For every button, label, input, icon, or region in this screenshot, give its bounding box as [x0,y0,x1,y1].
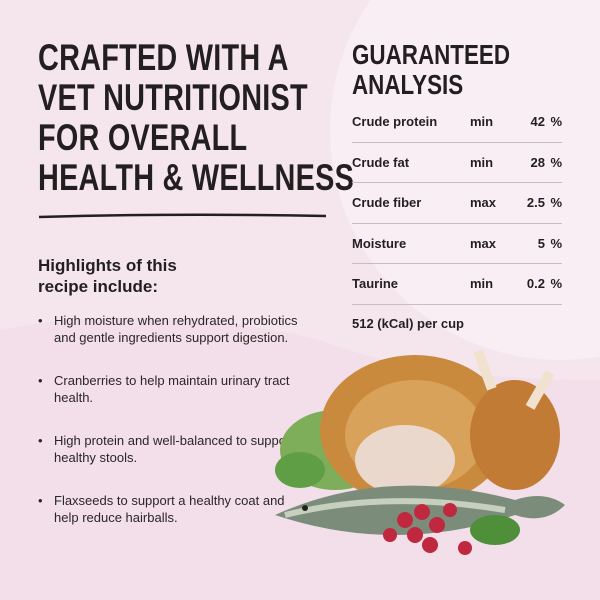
list-item: Cranberries to help maintain urinary tra… [38,372,298,406]
unit: % [550,114,562,130]
list-item: High moisture when rehydrated, probiotic… [38,312,298,346]
analysis-row: Taurine min 0.2% [352,264,562,305]
analysis-row: Crude fiber max 2.5% [352,183,562,224]
nutrient-name: Crude fiber [352,195,422,211]
list-item: High protein and well-balanced to suppor… [38,432,298,466]
heading-line: Highlights of this [38,256,177,275]
analysis-row: Crude fat min 28% [352,143,562,183]
heading-line: recipe include: [38,277,158,296]
analysis-title: GUARANTEED ANALYSIS [352,40,510,100]
title-line: ANALYSIS [352,69,464,100]
qualifier: min [470,276,494,292]
nutrient-name: Moisture [352,235,407,251]
highlights-heading: Highlights of this recipe include: [38,255,177,297]
nutrient-value: 28 [530,154,545,170]
nutrient-name: Taurine [352,276,398,292]
unit: % [550,154,562,170]
headline: CRAFTED WITH A VET NUTRITIONIST FOR OVER… [38,38,354,198]
headline-line: FOR OVERALL [38,117,248,158]
qualifier: max [470,235,497,251]
headline-line: VET NUTRITIONIST [38,77,308,118]
qualifier: max [470,195,497,211]
nutrient-name: Crude protein [352,114,438,130]
unit: % [550,276,562,292]
headline-line: CRAFTED WITH A [38,37,289,78]
qualifier: min [470,114,494,130]
brush-underline [38,213,327,219]
nutrient-value: 2.5 [526,195,545,211]
nutrient-value: 42 [530,114,545,130]
list-item: Flaxseeds to support a healthy coat and … [38,492,298,526]
title-line: GUARANTEED [352,39,511,70]
analysis-table: Crude protein min 42% Crude fat min 28% Crude … [352,102,562,305]
qualifier: min [470,154,494,170]
nutrient-value: 5 [537,235,545,251]
headline-line: HEALTH & WELLNESS [38,157,355,198]
turkey-fish-illustration [275,349,565,555]
analysis-row: Crude protein min 42% [352,102,562,143]
nutrient-name: Crude fat [352,154,410,170]
calories: 512 (kCal) per cup [352,316,464,331]
analysis-row: Moisture max 5% [352,224,562,264]
unit: % [550,235,562,251]
nutrient-value: 0.2 [526,276,545,292]
highlights-list: High moisture when rehydrated, probiotic… [38,312,298,552]
unit: % [550,195,562,211]
